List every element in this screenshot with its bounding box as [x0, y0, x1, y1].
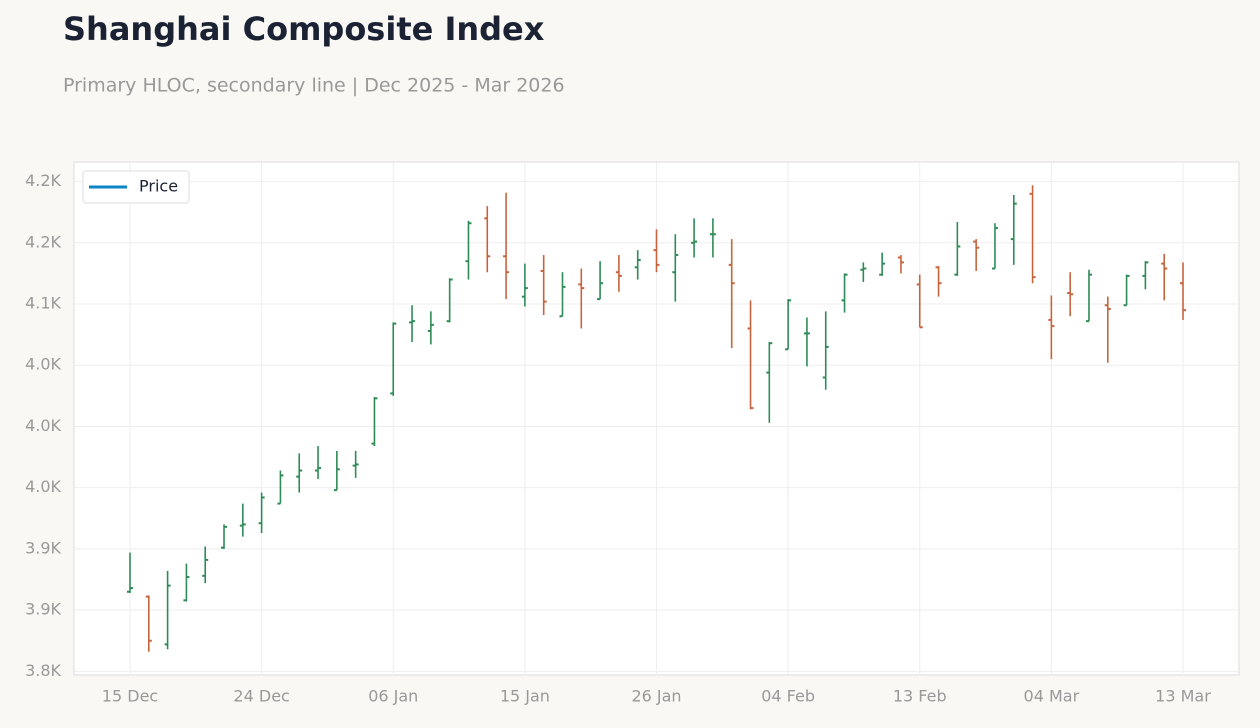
x-tick-label: 13 Feb — [893, 687, 947, 706]
x-tick-label: 06 Jan — [368, 687, 418, 706]
y-tick-label: 3.9K — [25, 600, 61, 619]
y-tick-label: 3.8K — [25, 661, 61, 680]
y-tick-label: 4.2K — [25, 171, 61, 190]
legend-label: Price — [139, 177, 178, 196]
x-tick-label: 26 Jan — [631, 687, 681, 706]
x-tick-label: 24 Dec — [233, 687, 289, 706]
x-tick-label: 13 Mar — [1155, 687, 1211, 706]
y-tick-label: 4.0K — [25, 355, 61, 374]
x-tick-label: 04 Mar — [1024, 687, 1080, 706]
chart-subtitle: Primary HLOC, secondary line | Dec 2025 … — [63, 75, 565, 97]
y-tick-label: 4.0K — [25, 477, 61, 496]
x-tick-label: 15 Dec — [102, 687, 158, 706]
x-tick-label: 04 Feb — [761, 687, 815, 706]
y-tick-label: 4.2K — [25, 232, 61, 251]
y-tick-label: 4.1K — [25, 294, 61, 313]
y-tick-label: 3.9K — [25, 538, 61, 557]
y-tick-label: 4.0K — [25, 416, 61, 435]
chart-title: Shanghai Composite Index — [63, 10, 545, 48]
x-tick-label: 15 Jan — [500, 687, 550, 706]
legend-box — [82, 170, 190, 204]
